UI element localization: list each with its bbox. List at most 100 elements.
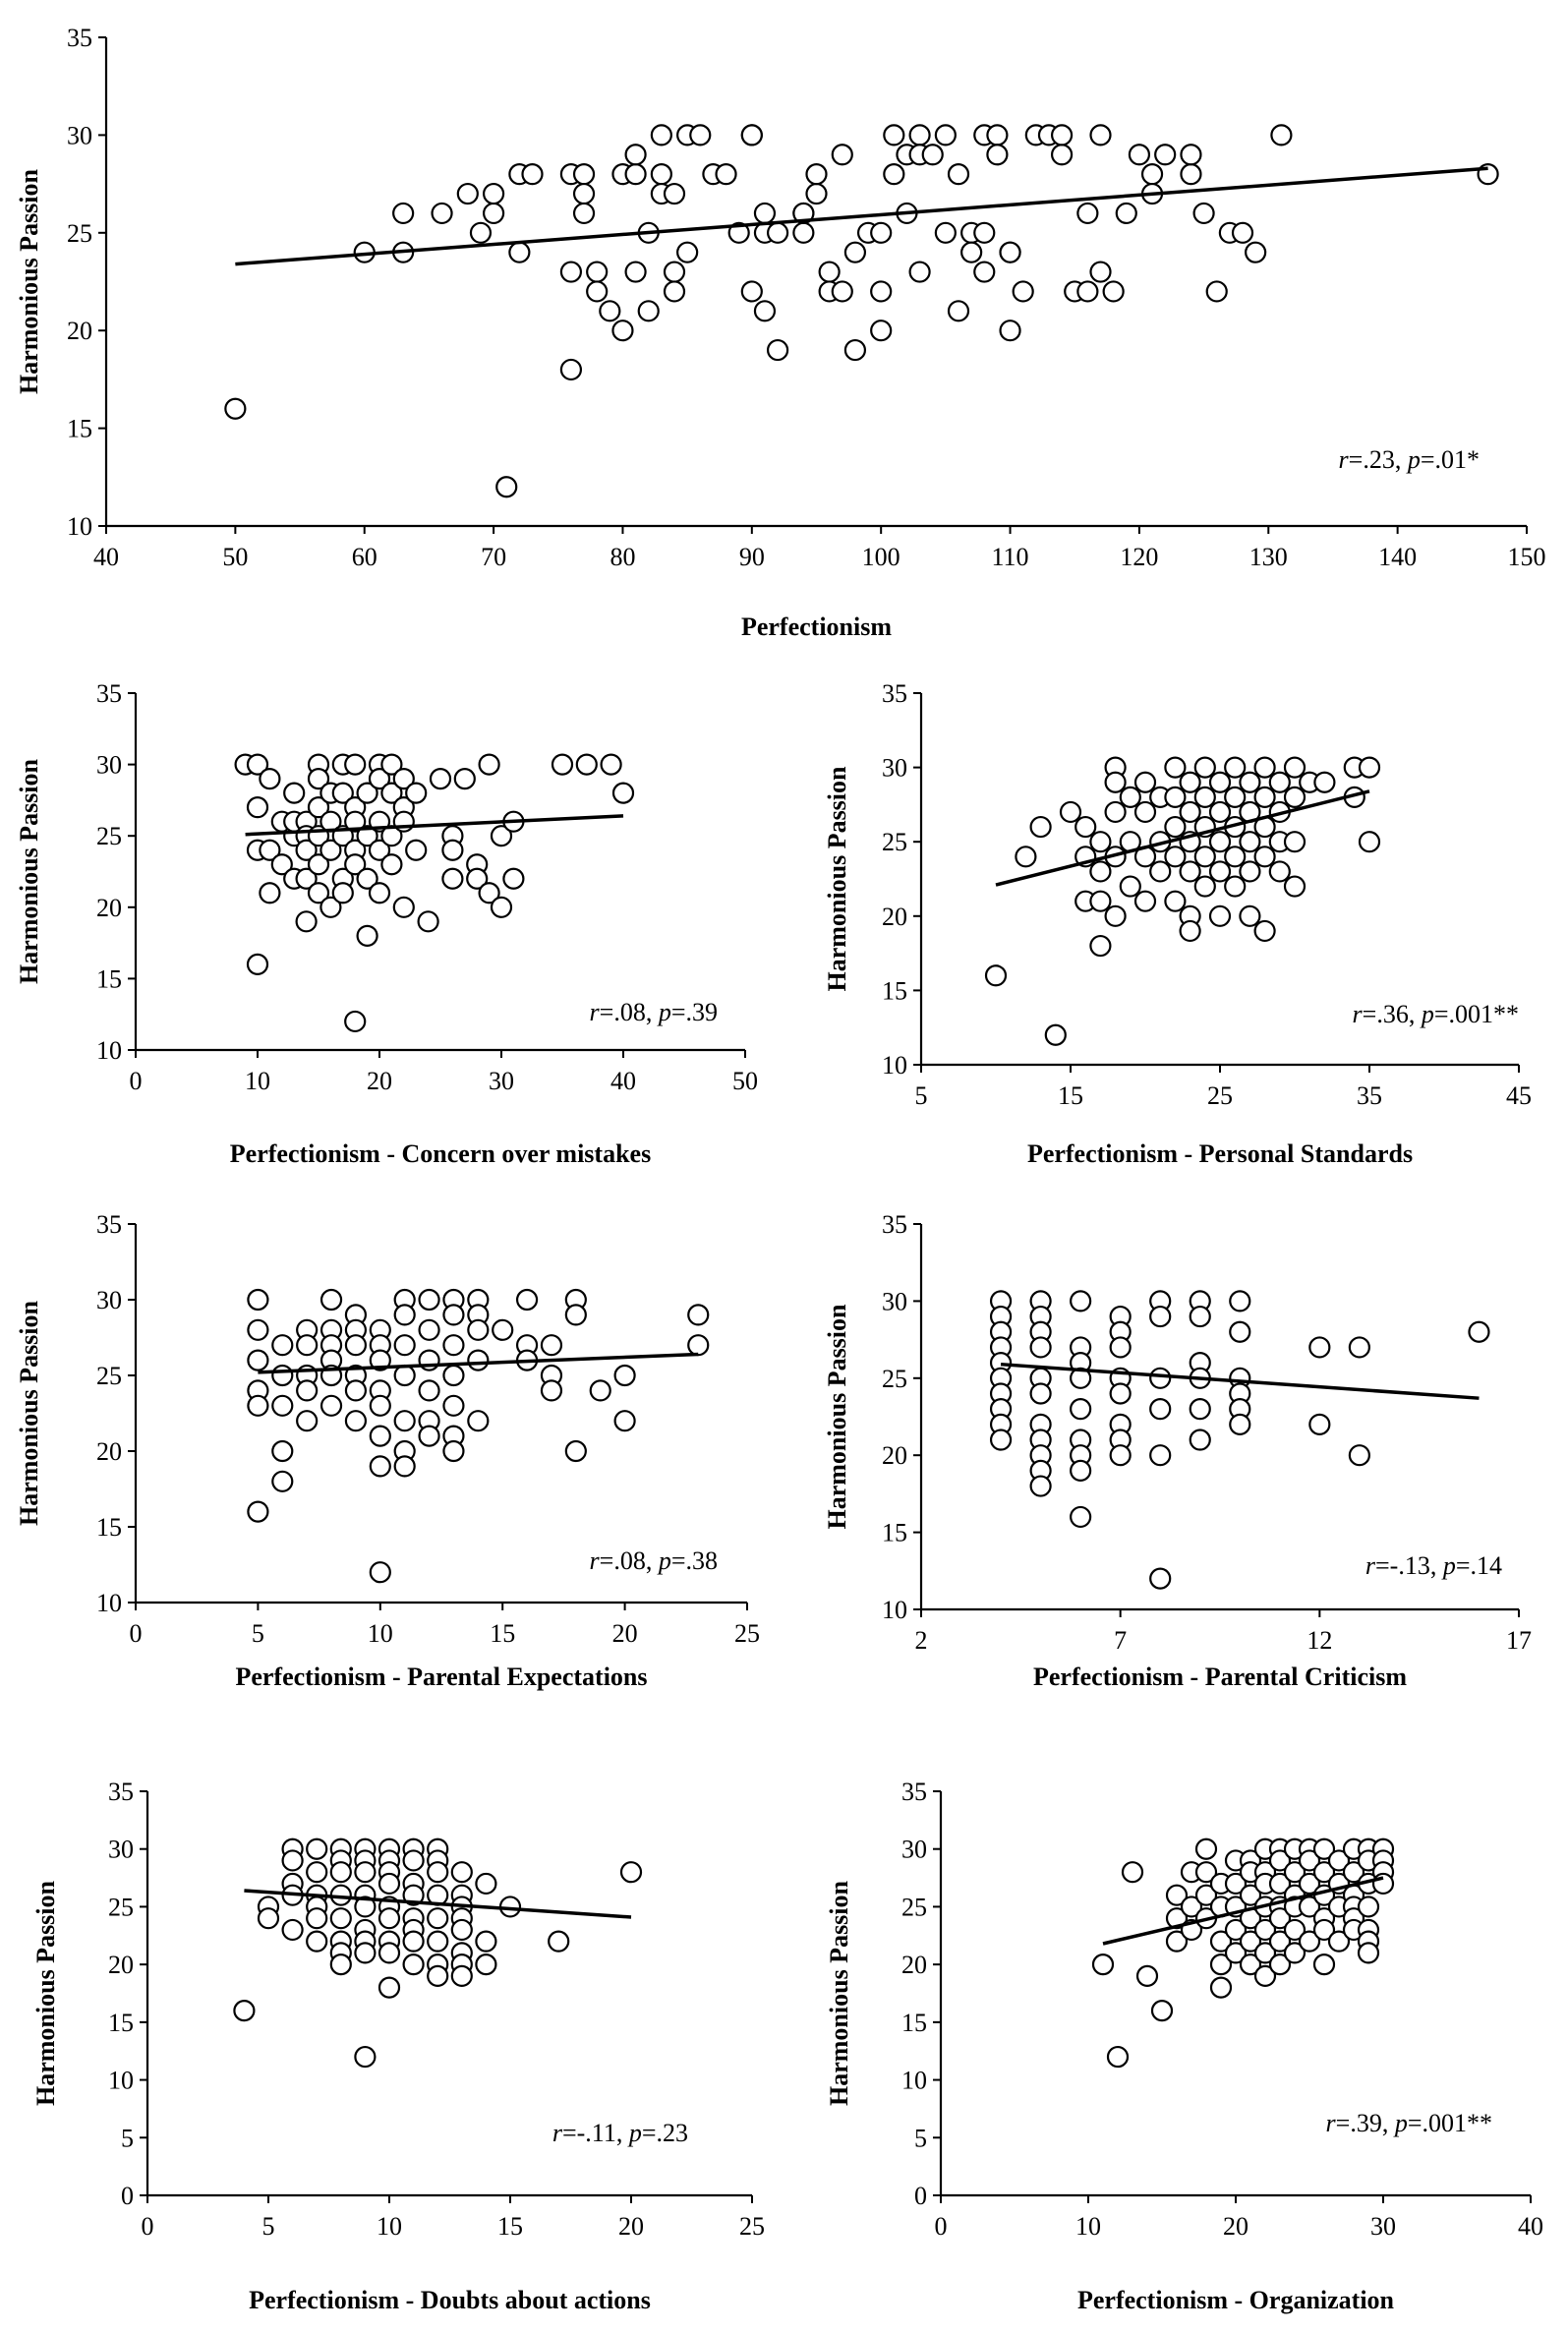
data-point <box>1165 1930 1189 1953</box>
data-point <box>405 782 428 804</box>
data-point <box>492 1318 514 1341</box>
data-point <box>1229 1290 1251 1312</box>
trend-line <box>258 1352 699 1374</box>
data-point <box>792 202 815 225</box>
x-tick-label: 0 <box>130 1619 143 1648</box>
data-point <box>247 1288 269 1312</box>
data-point <box>1209 1954 1233 1976</box>
annotation-p-label: p <box>1406 445 1421 474</box>
y-axis-title: Harmonious Passion <box>15 168 43 394</box>
y-tick-label: 15 <box>96 1513 122 1542</box>
data-point <box>973 261 996 283</box>
data-point <box>986 144 1009 166</box>
data-point <box>1231 221 1254 244</box>
y-tick-label: 5 <box>121 2124 134 2152</box>
data-point <box>392 202 415 225</box>
data-point <box>1149 1444 1172 1467</box>
data-point <box>1149 1398 1172 1421</box>
data-point <box>283 782 306 804</box>
data-point <box>1298 1849 1321 1872</box>
data-point <box>1253 1964 1277 1987</box>
data-point <box>1253 786 1276 808</box>
x-tick-label: 7 <box>1114 1626 1127 1655</box>
data-point <box>427 1930 449 1953</box>
scatter-panel-6: 0 5 10 15 20 25 30 35 0 5 10 15 20 25 Perfectionism - … <box>31 1778 765 2314</box>
data-point <box>369 1561 391 1584</box>
data-point <box>740 124 763 146</box>
data-point <box>521 163 544 186</box>
annotation-p-value: =.38 <box>671 1546 718 1575</box>
y-tick-label: 0 <box>121 2182 134 2210</box>
data-point <box>1239 831 1261 853</box>
x-tick-label: 0 <box>935 2212 948 2241</box>
data-point <box>490 825 513 847</box>
trend-line <box>1102 1876 1384 1946</box>
data-point <box>984 964 1008 987</box>
x-tick-label: 130 <box>1249 543 1288 571</box>
data-point <box>450 1918 473 1942</box>
y-tick-label: 35 <box>96 679 122 708</box>
data-point <box>247 1318 269 1341</box>
data-point <box>442 1394 465 1417</box>
data-point <box>613 1410 636 1432</box>
data-point <box>1133 771 1157 793</box>
data-point <box>599 300 621 322</box>
y-tick-label: 15 <box>882 976 907 1005</box>
data-point <box>259 882 281 904</box>
data-point <box>441 867 464 890</box>
scatter-panel-7: 0 5 10 15 20 25 30 35 0 10 20 30 40 Perfectionism - O… <box>825 1778 1543 2314</box>
data-point <box>1115 202 1137 225</box>
data-point <box>624 261 647 283</box>
data-point <box>624 163 647 186</box>
data-point <box>1029 815 1052 839</box>
data-point <box>502 867 525 890</box>
annotation-r-label: r <box>552 2119 563 2147</box>
data-point <box>1089 860 1112 883</box>
y-tick-label: 20 <box>67 317 92 345</box>
data-point <box>999 320 1021 342</box>
data-point <box>1070 1459 1092 1482</box>
x-tick-label: 5 <box>915 1081 928 1110</box>
data-point <box>637 300 660 322</box>
annotation-r-label: r <box>590 1546 601 1575</box>
y-tick-label: 30 <box>882 754 907 783</box>
data-point <box>306 1930 328 1953</box>
data-point <box>947 300 970 322</box>
data-point <box>1283 756 1307 779</box>
data-point <box>540 1379 563 1402</box>
data-point <box>740 280 763 303</box>
data-point <box>1253 1942 1277 1964</box>
data-point <box>572 163 596 186</box>
annotation-p-value: =.001** <box>1408 2109 1492 2137</box>
data-point <box>417 910 439 933</box>
y-tick-label: 30 <box>882 1287 907 1315</box>
data-point <box>1193 846 1216 868</box>
data-point <box>1179 800 1201 824</box>
annotation-p-label: p <box>1393 2109 1408 2137</box>
data-point <box>368 882 391 904</box>
data-point <box>482 182 505 205</box>
data-point <box>418 1425 440 1447</box>
data-point <box>1164 786 1187 808</box>
data-point <box>259 768 281 790</box>
x-axis-title: Perfectionism - Concern over mistakes <box>230 1139 651 1168</box>
y-tick-label: 10 <box>96 1589 122 1617</box>
data-point <box>429 768 452 790</box>
annotation-r-value: =-.11, <box>562 2119 629 2147</box>
data-point <box>1102 280 1125 303</box>
data-point <box>246 753 269 776</box>
data-point <box>1109 1336 1132 1359</box>
data-point <box>344 853 367 876</box>
data-point <box>344 1334 368 1357</box>
data-point <box>1128 144 1151 166</box>
data-point <box>427 1964 449 1987</box>
data-point <box>650 163 672 186</box>
x-tick-label: 35 <box>1357 1081 1382 1110</box>
x-tick-label: 20 <box>612 1619 638 1648</box>
data-point <box>295 910 318 933</box>
data-point <box>224 397 247 420</box>
data-point <box>295 867 318 890</box>
data-point <box>393 1334 416 1357</box>
x-tick-label: 40 <box>610 1067 636 1095</box>
